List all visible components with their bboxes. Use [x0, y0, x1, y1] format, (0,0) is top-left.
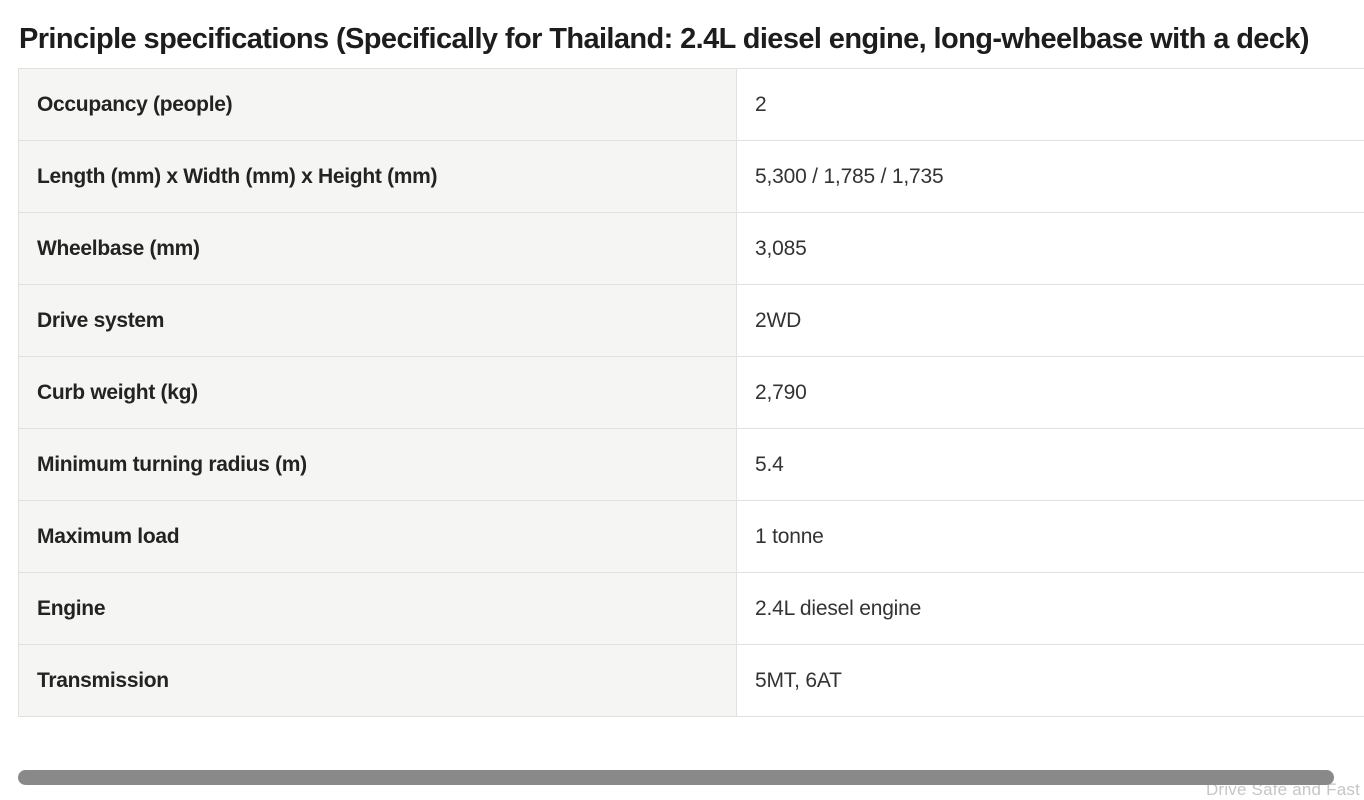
table-row: Length (mm) x Width (mm) x Height (mm) 5… — [18, 140, 1364, 213]
table-row: Minimum turning radius (m) 5.4 — [18, 428, 1364, 501]
spec-table-body: Occupancy (people) 2 Length (mm) x Width… — [18, 68, 1364, 717]
spec-value-cell: 2,790 — [736, 356, 1364, 429]
spec-table: Occupancy (people) 2 Length (mm) x Width… — [18, 68, 1364, 717]
spec-value-cell: 3,085 — [736, 212, 1364, 285]
table-row: Occupancy (people) 2 — [18, 68, 1364, 141]
spec-value-cell: 2 — [736, 68, 1364, 141]
spec-label-cell: Occupancy (people) — [18, 68, 737, 141]
spec-value-cell: 5,300 / 1,785 / 1,735 — [736, 140, 1364, 213]
spec-table-container: Occupancy (people) 2 Length (mm) x Width… — [18, 68, 1364, 717]
spec-label-cell: Curb weight (kg) — [18, 356, 737, 429]
spec-label-cell: Engine — [18, 572, 737, 645]
table-row: Transmission 5MT, 6AT — [18, 644, 1364, 717]
table-row: Maximum load 1 tonne — [18, 500, 1364, 573]
table-row: Wheelbase (mm) 3,085 — [18, 212, 1364, 285]
table-row: Engine 2.4L diesel engine — [18, 572, 1364, 645]
spec-value-cell: 5MT, 6AT — [736, 644, 1364, 717]
spec-label-cell: Drive system — [18, 284, 737, 357]
table-row: Drive system 2WD — [18, 284, 1364, 357]
spec-label-cell: Length (mm) x Width (mm) x Height (mm) — [18, 140, 737, 213]
spec-label-cell: Transmission — [18, 644, 737, 717]
page-title: Principle specifications (Specifically f… — [19, 23, 1310, 55]
spec-value-cell: 5.4 — [736, 428, 1364, 501]
spec-label-cell: Minimum turning radius (m) — [18, 428, 737, 501]
spec-value-cell: 1 tonne — [736, 500, 1364, 573]
spec-label-cell: Maximum load — [18, 500, 737, 573]
spec-value-cell: 2.4L diesel engine — [736, 572, 1364, 645]
horizontal-scrollbar-thumb[interactable] — [18, 770, 1334, 785]
spec-value-cell: 2WD — [736, 284, 1364, 357]
table-row: Curb weight (kg) 2,790 — [18, 356, 1364, 429]
spec-label-cell: Wheelbase (mm) — [18, 212, 737, 285]
